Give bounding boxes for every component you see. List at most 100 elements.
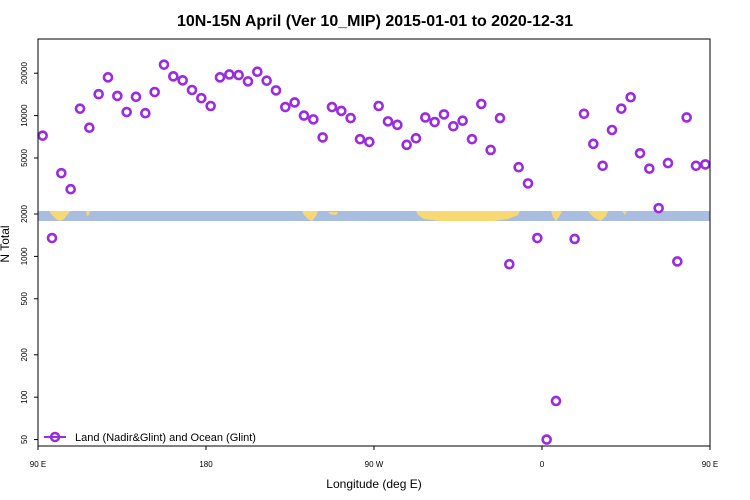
data-point (476, 98, 487, 110)
y-tick-label: 100 (20, 390, 29, 404)
x-axis-label: Longitude (deg E) (326, 477, 421, 491)
data-point (504, 258, 515, 270)
x-tick-label: 90 W (365, 460, 384, 469)
data-point (541, 434, 552, 445)
x-tick-label: 180 (199, 460, 213, 469)
data-point (242, 76, 254, 87)
data-point (270, 85, 282, 96)
data-point (74, 103, 86, 114)
data-point (634, 147, 646, 159)
data-point (532, 232, 543, 244)
y-tick-label: 500 (20, 292, 29, 306)
data-point (280, 101, 291, 113)
y-tick-label: 2000 (20, 205, 29, 223)
data-point (662, 157, 674, 169)
data-point (700, 159, 711, 170)
data-point (354, 133, 366, 145)
land-patch-asia (49, 211, 70, 221)
data-point (46, 232, 58, 244)
land-patch-central-america (302, 211, 318, 221)
data-point (681, 112, 692, 123)
data-point (569, 233, 580, 245)
y-tick-label: 10000 (20, 104, 29, 127)
data-point (420, 112, 431, 123)
y-axis-ticks: 50 100 200 500 1000 2000 5000 10000 20000 (20, 62, 38, 444)
plot-frame (37, 38, 711, 447)
data-point (149, 86, 160, 98)
land-patch-indochina (588, 211, 608, 221)
land-patch-island-east (622, 211, 627, 215)
data-point (224, 69, 235, 80)
data-point (578, 108, 590, 120)
data-point (392, 119, 403, 131)
data-point (345, 112, 356, 124)
data-point (233, 69, 244, 81)
data-point (653, 202, 664, 214)
data-point (382, 116, 394, 127)
data-point (625, 91, 636, 103)
y-tick-label: 1000 (20, 247, 29, 265)
data-point (196, 92, 207, 104)
data-point (56, 167, 67, 179)
ocean-band (38, 211, 710, 221)
data-point (205, 100, 216, 112)
data-point (140, 107, 151, 119)
data-point (606, 124, 618, 136)
data-point (466, 133, 478, 145)
x-axis-ticks: 90 E 180 90 W 0 90 E (30, 446, 718, 469)
data-point (588, 138, 599, 150)
data-point (597, 160, 608, 172)
land-patch-africa (416, 211, 520, 221)
data-point (429, 116, 440, 128)
y-tick-label: 5000 (20, 149, 29, 167)
data-point (522, 178, 534, 189)
land-patches (49, 211, 627, 221)
data-point (364, 136, 375, 148)
data-point (252, 66, 263, 78)
data-point (65, 183, 76, 195)
data-point (112, 90, 123, 102)
legend-marker (49, 431, 61, 443)
x-tick-label: 90 E (30, 460, 46, 469)
map-band (38, 211, 710, 221)
data-point (261, 75, 272, 86)
data-point (93, 88, 104, 100)
data-point (448, 120, 459, 132)
chart-title: 10N-15N April (Ver 10_MIP) 2015-01-01 to… (177, 13, 573, 30)
y-tick-label: 50 (20, 435, 29, 444)
x-tick-label: 90 E (702, 460, 718, 469)
data-point (336, 105, 347, 117)
y-axis-label: N Total (0, 225, 12, 262)
data-point (616, 103, 627, 114)
data-point (158, 59, 170, 70)
data-point (168, 71, 179, 82)
data-point (289, 97, 300, 108)
data-point (130, 91, 142, 103)
data-point (457, 115, 468, 126)
land-patch-india (551, 211, 562, 221)
legend-label: Land (Nadir&Glint) and Ocean (Glint) (75, 432, 256, 444)
data-point (177, 75, 188, 86)
data-point (410, 132, 422, 144)
data-point (37, 130, 48, 141)
data-point (102, 72, 114, 83)
data-point (690, 160, 702, 172)
data-point (401, 139, 412, 151)
data-point (550, 395, 562, 407)
data-point (373, 100, 384, 112)
data-point (326, 101, 338, 113)
data-point (298, 110, 310, 121)
land-patch-caribbean (328, 212, 338, 215)
data-point (214, 72, 226, 83)
x-tick-label: 0 (540, 460, 545, 469)
land-patch-island-west (86, 211, 90, 216)
data-point (186, 84, 198, 96)
data-points (37, 59, 711, 445)
data-point (308, 114, 319, 125)
data-point (644, 163, 655, 174)
y-tick-label: 20000 (20, 62, 29, 85)
data-point (317, 132, 328, 143)
legend: Land (Nadir&Glint) and Ocean (Glint) (44, 431, 256, 444)
